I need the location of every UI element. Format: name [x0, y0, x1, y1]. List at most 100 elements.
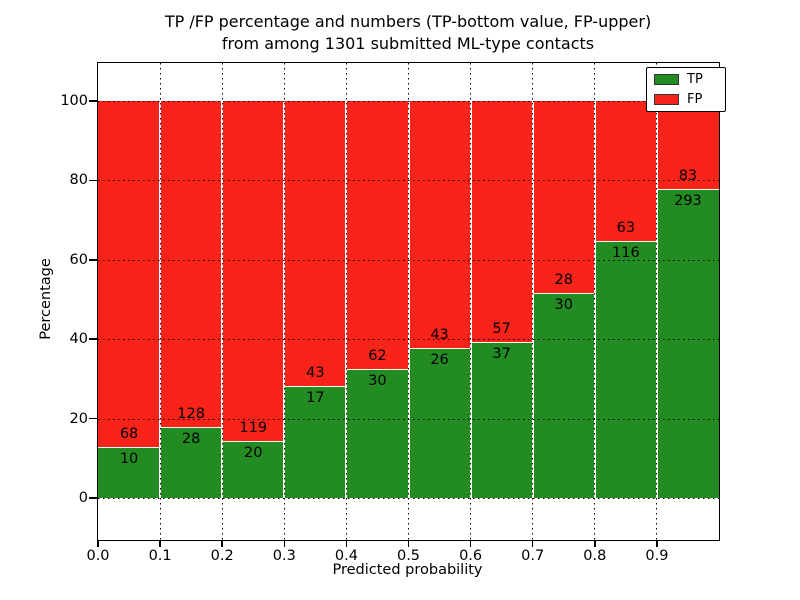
y-gridline [98, 339, 719, 341]
x-tick-label: 0.9 [645, 548, 669, 564]
x-gridline [283, 63, 285, 540]
x-gridline [656, 63, 658, 540]
tp-bar-segment [222, 440, 285, 498]
x-tick [407, 540, 410, 547]
legend-item-fp: FP [654, 93, 718, 106]
tp-bar-segment [284, 385, 347, 498]
y-tick [89, 259, 97, 261]
x-tick [97, 540, 99, 547]
fp-count-label: 128 [177, 405, 205, 422]
y-tick-label: 80 [69, 172, 88, 189]
fp-bar-segment [408, 101, 471, 349]
fp-count-label: 43 [430, 327, 449, 344]
fp-bar-segment [284, 101, 347, 386]
y-gridline [98, 101, 719, 102]
x-tick [345, 540, 348, 547]
fp-legend-swatch [654, 94, 679, 105]
fp-bar-segment [532, 101, 595, 293]
x-tick-label: 0.7 [521, 548, 545, 564]
tp-count-label: 26 [430, 352, 449, 369]
tp-bar-segment [532, 292, 595, 498]
tp-count-label: 37 [492, 345, 511, 362]
fp-count-label: 83 [678, 167, 698, 184]
tp-bar-segment [98, 447, 161, 498]
tp-bar-segment [408, 348, 471, 498]
tp-bar-segment [160, 426, 223, 498]
y-tick [89, 100, 97, 102]
plot-area: TP FP 68 10 128 28 119 20 43 17 62 30 43 26 57 37 28 30… [60, 62, 726, 564]
tp-count-label: 30 [554, 296, 573, 313]
y-tick [89, 417, 97, 420]
x-gridline [594, 63, 596, 540]
x-tick-label: 0.3 [272, 548, 296, 564]
fp-count-label: 63 [616, 219, 636, 236]
fp-bar-segment [656, 101, 719, 189]
x-tick-label: 0.2 [210, 548, 234, 564]
y-tick [89, 338, 97, 340]
x-tick-label: 0.8 [583, 548, 607, 564]
y-gridline [98, 498, 719, 499]
tp-count-label: 17 [306, 389, 325, 406]
x-tick [531, 540, 534, 547]
chart-title: TP /FP percentage and numbers (TP-bottom… [90, 11, 726, 55]
x-tick-label: 0.0 [86, 548, 110, 564]
y-gridline [98, 180, 719, 182]
x-tick [656, 540, 658, 547]
y-gridline [98, 259, 719, 261]
chart-title-line2: from among 1301 submitted ML-type contac… [221, 34, 595, 53]
fp-bar-segment [160, 101, 223, 427]
x-gridline [221, 63, 223, 540]
fp-count-label: 43 [306, 364, 325, 381]
x-tick-label: 0.6 [459, 548, 483, 564]
fp-bar-segment [346, 101, 409, 369]
x-tick-label: 0.4 [334, 548, 358, 564]
y-tick [89, 497, 97, 499]
y-gridline [98, 418, 719, 420]
tp-legend-label: TP [687, 72, 703, 87]
y-tick-label: 20 [69, 410, 88, 427]
tp-bar-segment [346, 368, 409, 498]
x-tick-label: 0.5 [396, 548, 421, 564]
y-tick-label: 100 [60, 93, 88, 109]
legend-item-tp: TP [654, 73, 718, 86]
x-axis-label: Predicted probability [332, 562, 483, 578]
x-gridline [408, 63, 409, 540]
tp-bar-segment [594, 240, 657, 498]
x-gridline [532, 63, 534, 540]
tp-count-label: 10 [119, 451, 139, 468]
fp-bar-segment [98, 101, 161, 448]
x-tick-label: 0.1 [148, 548, 172, 564]
y-axis-label: Percentage [38, 258, 54, 340]
tp-bar-segment [470, 341, 533, 498]
fp-count-label: 28 [554, 271, 573, 288]
tp-legend-swatch [654, 74, 679, 85]
fp-bar-segment [470, 101, 533, 342]
fp-count-label: 62 [368, 347, 387, 364]
tp-count-label: 28 [181, 430, 201, 447]
y-tick-label: 40 [69, 331, 88, 348]
x-tick [469, 540, 472, 547]
x-tick [594, 540, 596, 547]
fp-count-label: 57 [492, 320, 511, 337]
legend: TP FP [646, 67, 726, 112]
y-tick-label: 60 [69, 251, 88, 268]
fp-count-label: 119 [239, 419, 268, 436]
fp-bar-segment [222, 101, 285, 441]
x-tick [221, 540, 223, 547]
x-gridline [345, 63, 347, 540]
fp-legend-label: FP [687, 92, 703, 107]
fp-count-label: 68 [119, 426, 139, 443]
fp-bar-segment [594, 101, 657, 241]
chart-title-line1: TP /FP percentage and numbers (TP-bottom… [164, 12, 652, 31]
tp-count-label: 116 [612, 244, 640, 261]
x-gridline [470, 63, 472, 540]
x-tick [159, 540, 161, 547]
tp-count-label: 20 [244, 444, 263, 461]
x-tick [283, 540, 286, 547]
tp-count-label: 293 [674, 192, 702, 209]
tp-bar-segment [656, 188, 719, 498]
tp-count-label: 30 [368, 372, 387, 389]
y-tick-label: 0 [78, 490, 88, 506]
y-tick [89, 179, 97, 182]
